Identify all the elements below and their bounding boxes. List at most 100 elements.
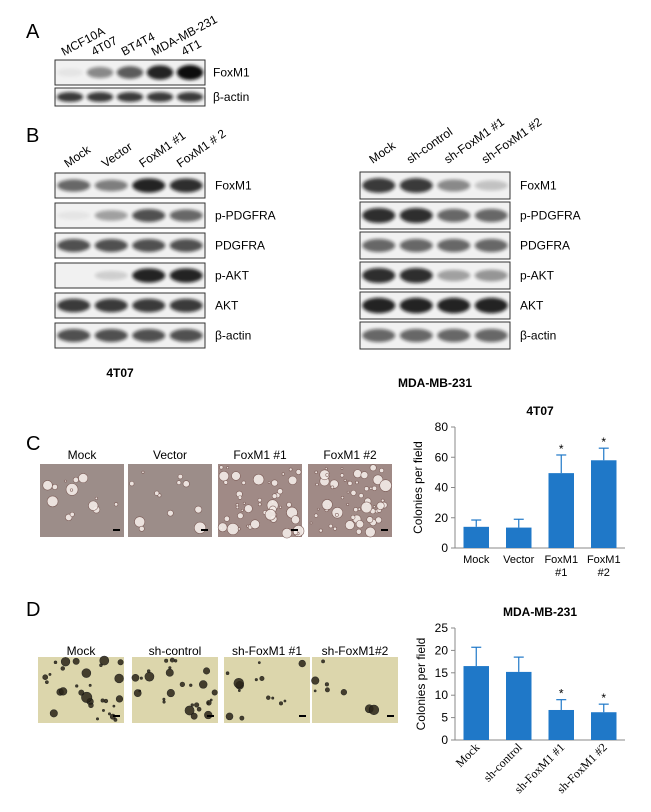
blot-band <box>399 178 433 193</box>
colony <box>369 486 373 490</box>
blot-band <box>474 180 508 191</box>
colony <box>239 715 245 721</box>
band-label: AKT <box>520 299 544 313</box>
bar <box>591 460 617 548</box>
colony <box>345 520 355 530</box>
colony <box>168 666 172 670</box>
blot-band <box>132 209 166 222</box>
blot-band <box>146 92 174 102</box>
colony <box>190 703 194 707</box>
blot-band <box>132 298 166 313</box>
colony <box>69 511 75 517</box>
y-tick-label: 20 <box>435 643 449 657</box>
y-tick-label: 0 <box>441 541 448 555</box>
blot-band <box>132 329 166 342</box>
scale-bar <box>387 715 394 717</box>
panel-label: D <box>26 599 40 621</box>
colony <box>288 467 293 472</box>
colony <box>330 485 335 490</box>
colony <box>203 667 211 675</box>
panel-label: B <box>26 125 39 147</box>
colony <box>72 657 80 665</box>
colony <box>298 659 306 668</box>
scale-bar <box>201 529 208 531</box>
colony <box>331 507 344 519</box>
blot-band <box>57 298 91 313</box>
colony <box>164 658 169 663</box>
colony <box>313 689 317 693</box>
colony <box>250 519 260 530</box>
y-tick-label: 25 <box>435 621 449 635</box>
blot-band <box>169 239 203 252</box>
band-label: PDGFRA <box>215 239 265 253</box>
y-tick-label: 40 <box>435 481 449 495</box>
band-label: β-actin <box>215 329 251 343</box>
x-tick-label: FoxM1 #2 <box>586 554 621 579</box>
colony <box>237 689 241 692</box>
band-label: β-actin <box>213 90 249 104</box>
blot-band <box>116 92 144 102</box>
y-tick-label: 0 <box>441 733 448 747</box>
colony <box>333 526 337 531</box>
blot-band <box>169 209 203 222</box>
colony <box>99 655 110 666</box>
colony <box>355 480 359 485</box>
blot-band <box>362 207 396 224</box>
x-tick-label: Vector <box>503 554 535 566</box>
scale-bar <box>381 529 388 531</box>
colony <box>244 504 253 513</box>
colony <box>350 489 357 496</box>
annotation: * <box>601 435 606 449</box>
blot-band <box>437 328 471 343</box>
blot-band <box>362 178 396 193</box>
colony <box>194 702 200 708</box>
colony <box>139 676 143 680</box>
scale-bar <box>113 715 120 717</box>
micrograph <box>224 657 310 723</box>
band-label: p-PDGFRA <box>520 209 581 223</box>
band-label: AKT <box>215 299 239 313</box>
colony <box>353 469 363 479</box>
colony <box>182 480 190 488</box>
colony <box>108 712 111 716</box>
colony <box>196 706 202 712</box>
lane-label: Vector <box>99 139 135 170</box>
colony <box>218 470 230 482</box>
band-label: p-PDGFRA <box>215 209 276 223</box>
blot-band <box>362 328 396 343</box>
colony <box>167 509 174 517</box>
blot-band <box>86 66 114 79</box>
colony <box>99 663 103 667</box>
colony <box>355 520 365 529</box>
colony <box>324 682 329 687</box>
micrograph <box>132 657 218 723</box>
blot-band <box>56 68 84 77</box>
colony <box>100 698 105 703</box>
image-title: Mock <box>68 448 98 462</box>
colony <box>64 479 67 483</box>
colony <box>88 702 94 709</box>
x-tick-label: Mock <box>453 740 483 770</box>
colony <box>278 701 284 706</box>
colony <box>81 668 92 678</box>
colony <box>313 513 319 518</box>
colony <box>350 514 356 520</box>
band-label: FoxM1 <box>520 179 557 193</box>
blot-band <box>132 268 166 283</box>
blot-band <box>94 210 128 221</box>
cell-line: 4T07 <box>106 366 134 380</box>
colony <box>103 698 109 704</box>
colony <box>379 468 385 474</box>
image-title: FoxM1 #1 <box>233 448 287 462</box>
scale-bar <box>291 529 298 531</box>
colony <box>237 495 243 500</box>
blot-band <box>57 239 91 252</box>
colony <box>199 680 208 689</box>
blot-band <box>437 238 471 253</box>
colony <box>360 501 373 514</box>
colony <box>257 498 262 503</box>
cell-line: MDA-MB-231 <box>398 376 472 390</box>
colony <box>211 689 218 696</box>
annotation: * <box>601 691 606 705</box>
blot-band <box>57 211 91 220</box>
